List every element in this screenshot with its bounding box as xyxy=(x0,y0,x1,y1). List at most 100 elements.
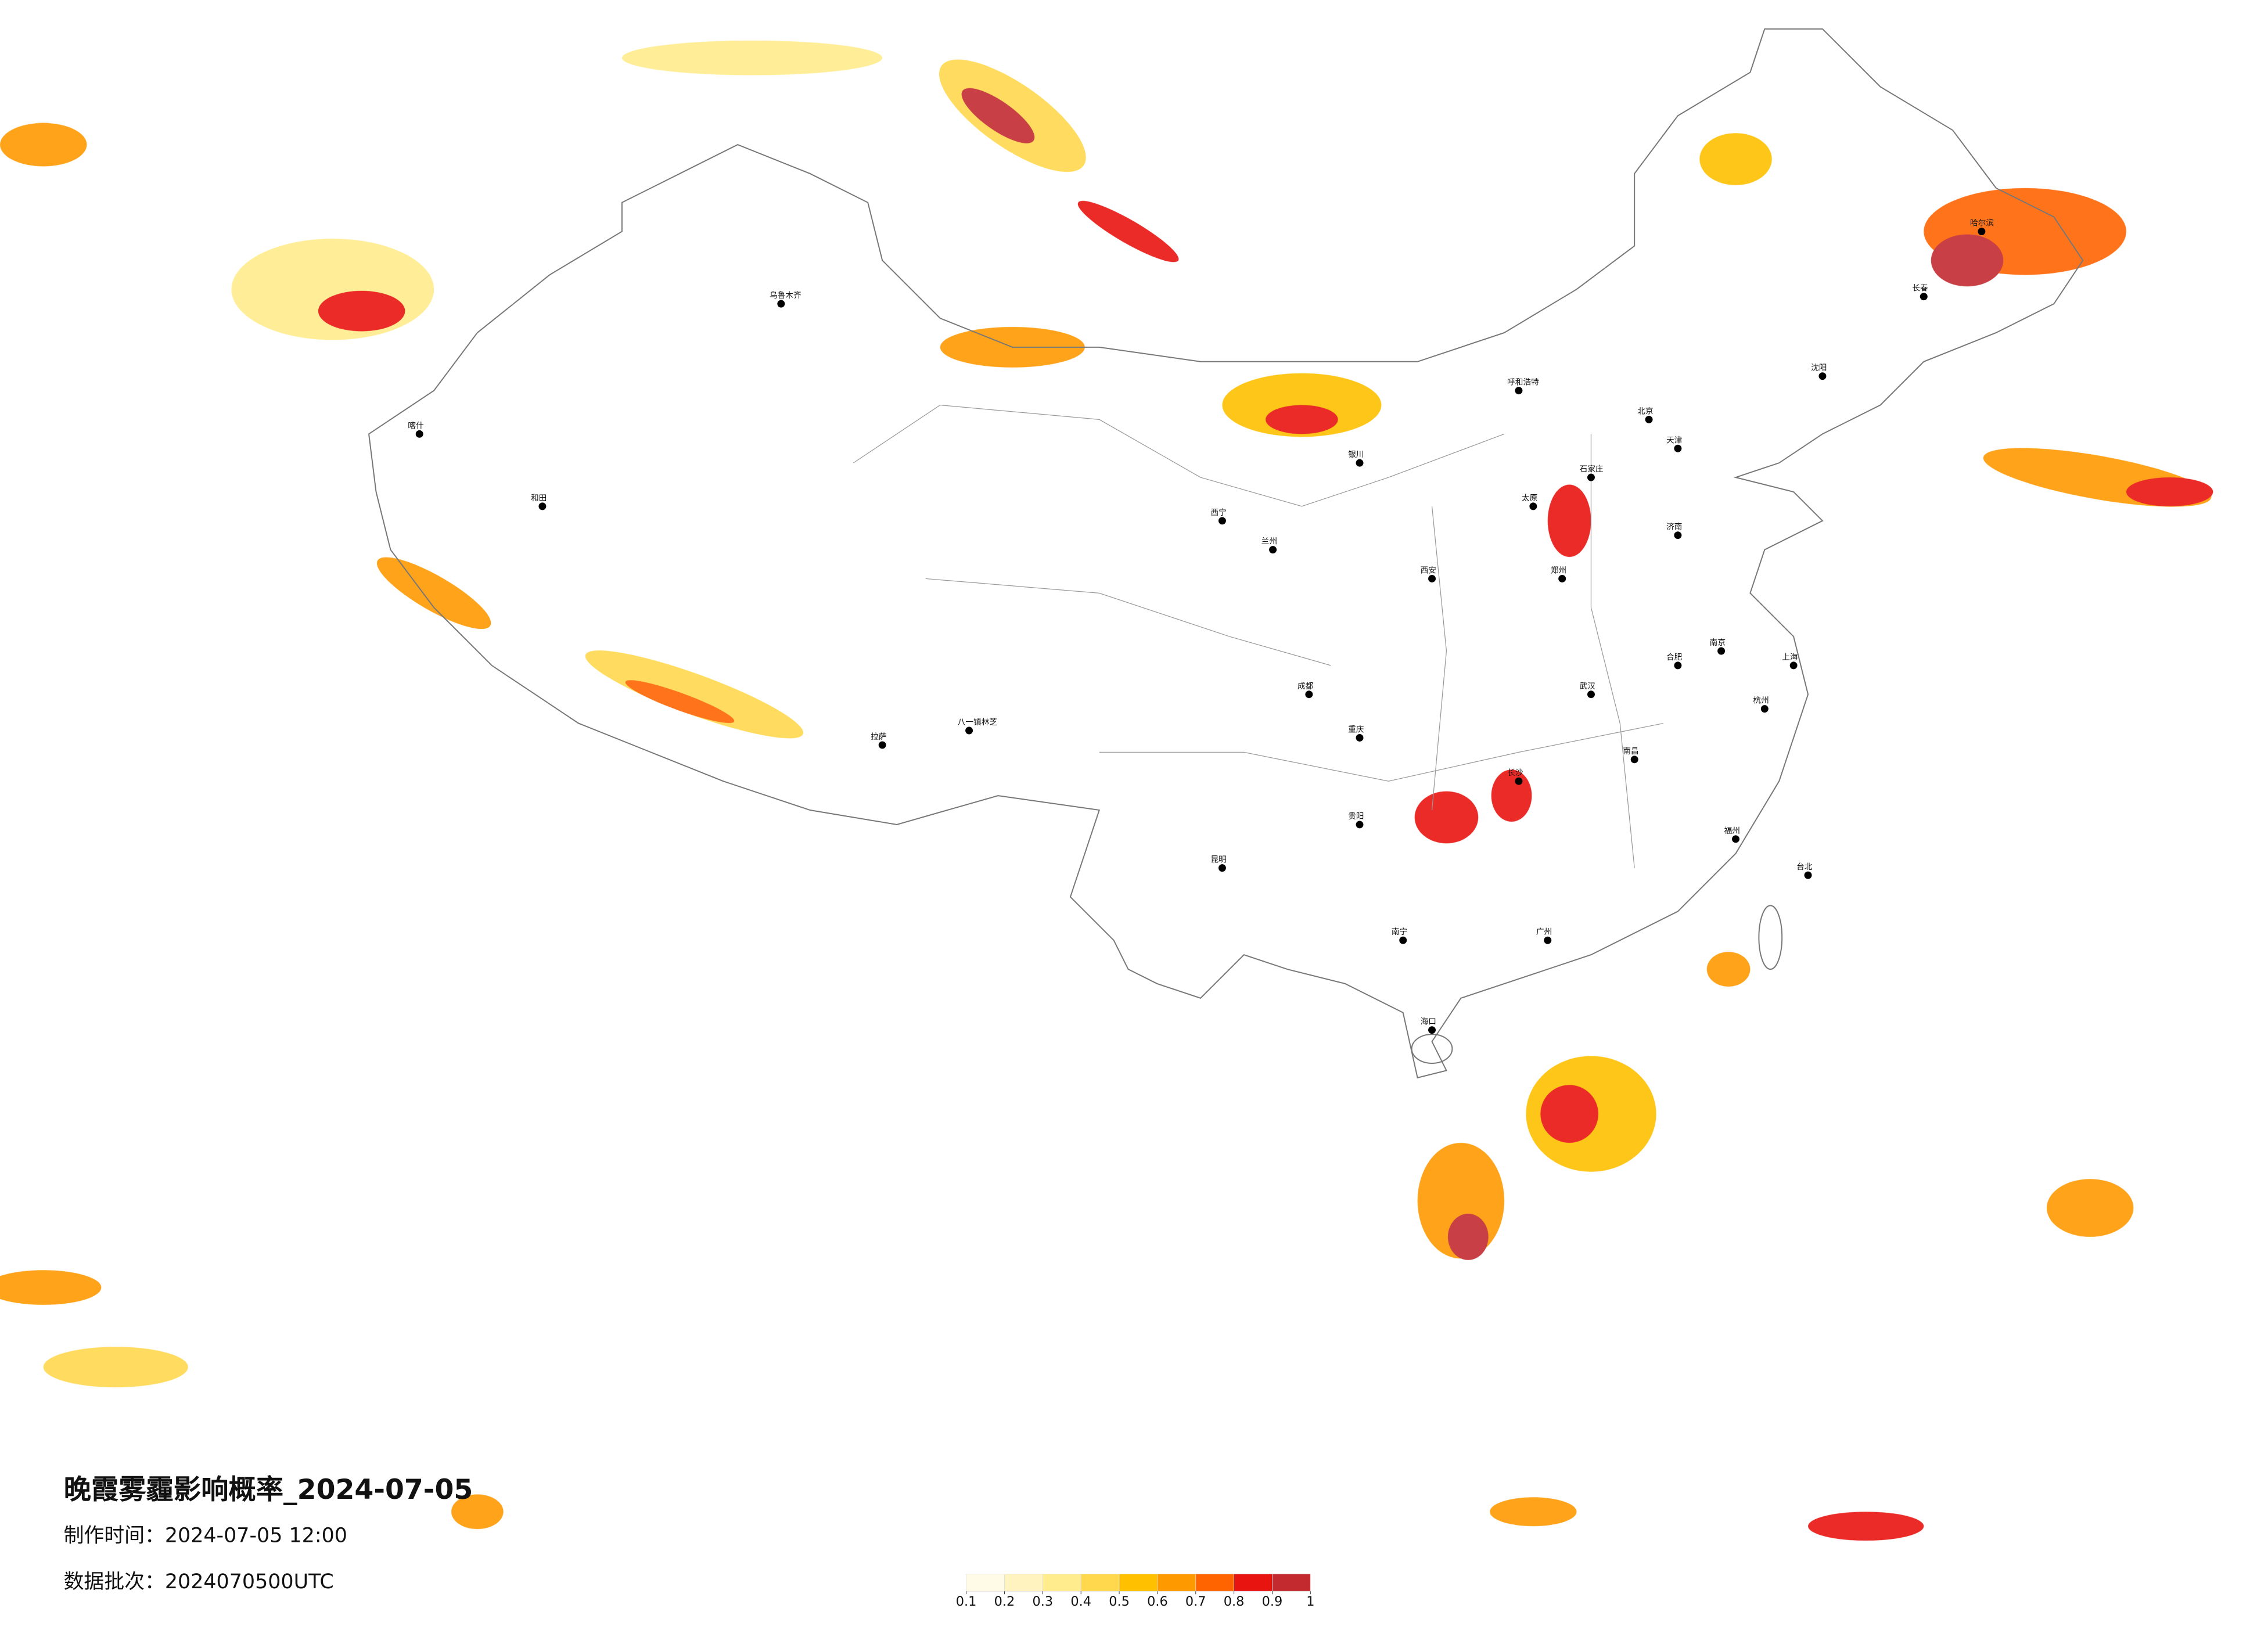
city-label: 呼和浩特 xyxy=(1507,378,1539,387)
city-dot xyxy=(1587,473,1595,481)
city-label: 兰州 xyxy=(1261,537,1277,546)
batch: 数据批次：2024070500UTC xyxy=(64,1570,334,1593)
city-label: 武汉 xyxy=(1580,682,1596,691)
city-dot xyxy=(1630,756,1638,764)
city-label: 贵阳 xyxy=(1348,812,1364,821)
legend-tick-label: 0.8 xyxy=(1224,1594,1245,1609)
city-label: 沈阳 xyxy=(1811,364,1827,373)
city-label: 银川 xyxy=(1348,450,1364,459)
city-dot xyxy=(1356,733,1364,742)
heat-layer xyxy=(0,40,2213,1541)
city-dot xyxy=(1399,936,1407,944)
hainan xyxy=(1411,1034,1453,1064)
city-label: 昆明 xyxy=(1210,855,1226,865)
city-dot xyxy=(1558,574,1566,582)
city-dot xyxy=(415,430,423,438)
city-dot xyxy=(1717,647,1726,655)
city-dot xyxy=(965,726,973,735)
city-dot xyxy=(1789,661,1798,670)
city-dot xyxy=(1920,293,1928,301)
city-label: 西安 xyxy=(1421,566,1436,575)
city-dot xyxy=(1674,661,1682,670)
city-label: 上海 xyxy=(1782,653,1798,662)
city-dot xyxy=(1587,690,1595,699)
legend-tick-label: 1 xyxy=(1306,1594,1314,1609)
legend-swatch xyxy=(1272,1573,1311,1592)
legend-tick-label: 0.6 xyxy=(1147,1594,1168,1609)
legend-tick-label: 0.9 xyxy=(1262,1594,1283,1609)
legend-tick-label: 0.2 xyxy=(994,1594,1015,1609)
city-label: 重庆 xyxy=(1348,725,1364,734)
city-dot xyxy=(1515,387,1523,395)
city-dot xyxy=(1760,705,1769,713)
city-label: 太原 xyxy=(1522,494,1537,503)
city-dot xyxy=(1529,502,1537,510)
city-label: 郑州 xyxy=(1551,566,1566,575)
legend-swatch xyxy=(1234,1573,1273,1592)
china-outline xyxy=(368,28,2084,1079)
city-label: 杭州 xyxy=(1753,696,1769,706)
city-dot xyxy=(1978,228,1986,236)
city-label: 长春 xyxy=(1912,284,1928,293)
city-dot xyxy=(1732,835,1739,843)
city-label: 西宁 xyxy=(1210,508,1226,517)
city-label: 合肥 xyxy=(1666,653,1683,662)
city-label: 天津 xyxy=(1666,436,1683,445)
city-dot xyxy=(878,741,886,749)
city-label: 南京 xyxy=(1710,638,1726,647)
city-label: 台北 xyxy=(1796,862,1813,872)
legend-tick-label: 0.1 xyxy=(956,1594,977,1609)
city-label: 八一镇林芝 xyxy=(958,718,998,727)
province-borders xyxy=(853,404,1664,868)
city-label: 海口 xyxy=(1421,1017,1436,1027)
legend-swatch xyxy=(1080,1573,1120,1592)
city-dot xyxy=(1218,864,1226,872)
city-label: 成都 xyxy=(1297,682,1314,691)
city-dot xyxy=(1544,936,1552,944)
city-label: 喀什 xyxy=(408,421,424,430)
legend-tick-label: 0.4 xyxy=(1070,1594,1091,1609)
city-label: 拉萨 xyxy=(871,732,886,742)
map-title: 晚霞雾霾影响概率_2024-07-05 xyxy=(64,1474,473,1506)
city-dot xyxy=(777,300,785,308)
city-dot xyxy=(1428,1026,1436,1034)
city-dot xyxy=(1804,871,1812,879)
made-time: 制作时间：2024-07-05 12:00 xyxy=(64,1524,347,1548)
city-label: 乌鲁木齐 xyxy=(770,291,801,300)
city-label: 石家庄 xyxy=(1580,464,1604,474)
city-dot xyxy=(1645,415,1653,423)
legend-swatch xyxy=(1119,1573,1158,1592)
city-label: 南昌 xyxy=(1623,747,1638,756)
city-dot xyxy=(1674,531,1682,539)
legend: 0.1 0.2 0.3 0.4 0.5 0.6 0.7 0.8 0.9 1 xyxy=(956,1573,1314,1609)
city-dot xyxy=(1818,372,1827,380)
taiwan xyxy=(1758,905,1783,970)
city-label: 福州 xyxy=(1724,826,1740,836)
legend-tick-label: 0.7 xyxy=(1185,1594,1206,1609)
city-dot xyxy=(1305,690,1313,699)
legend-swatch xyxy=(966,1573,1005,1592)
city-label: 和田 xyxy=(531,494,547,503)
city-dot xyxy=(1218,517,1226,525)
legend-swatch xyxy=(1004,1573,1043,1592)
legend-swatch xyxy=(1157,1573,1196,1592)
city-label: 济南 xyxy=(1666,523,1682,532)
city-label: 广州 xyxy=(1536,927,1552,937)
city-dot xyxy=(538,502,547,510)
city-label: 北京 xyxy=(1637,406,1653,416)
city-dot xyxy=(1428,574,1436,582)
legend-swatch xyxy=(1042,1573,1081,1592)
city-label: 哈尔滨 xyxy=(1970,219,1994,228)
legend-swatch xyxy=(1195,1573,1234,1592)
city-dot xyxy=(1356,459,1364,467)
city-dot xyxy=(1269,546,1277,554)
legend-tick-label: 0.5 xyxy=(1109,1594,1130,1609)
city-dot xyxy=(1674,444,1682,452)
city-label: 长沙 xyxy=(1507,768,1523,778)
city-dot xyxy=(1515,777,1523,785)
city-label: 南宁 xyxy=(1392,927,1407,937)
legend-tick-label: 0.3 xyxy=(1033,1594,1054,1609)
